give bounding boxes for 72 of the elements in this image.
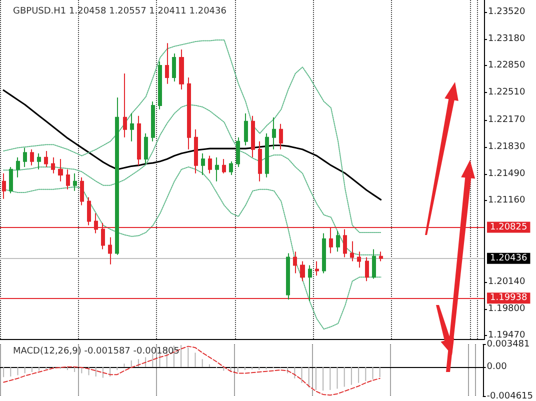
y-tick-label: 1.19470 — [488, 330, 526, 340]
line-series — [3, 346, 380, 396]
candlestick — [51, 156, 55, 174]
y-tick-label: 0.00 — [486, 362, 508, 372]
candlestick — [58, 158, 63, 182]
candlestick — [215, 156, 219, 182]
candlestick — [350, 240, 354, 262]
candlestick — [222, 158, 226, 174]
candlestick — [23, 147, 27, 168]
candlestick — [194, 128, 198, 174]
candlestick — [158, 61, 162, 110]
candlestick — [357, 251, 361, 268]
candlestick — [123, 72, 127, 138]
line-series — [3, 39, 382, 233]
line-series — [3, 104, 382, 256]
candlestick — [73, 172, 77, 192]
candlestick — [258, 140, 262, 182]
candlestick — [379, 251, 383, 262]
candlestick — [165, 42, 169, 84]
candlestick — [9, 166, 13, 194]
candlestick — [229, 160, 233, 176]
line-series — [2, 89, 382, 200]
candlestick — [336, 230, 340, 252]
candlestick — [244, 112, 248, 146]
y-tick-label: 0.003481 — [486, 340, 530, 350]
y-tick-label: 1.20140 — [488, 276, 526, 287]
text: GBPUSD.H1 1.20458 1.20557 1.20411 1.20436 — [13, 6, 227, 16]
candlestick — [187, 76, 191, 150]
candlestick — [172, 53, 176, 82]
ref-line-label: 1.20436 — [490, 253, 528, 264]
candlestick — [208, 155, 212, 174]
candlestick — [251, 115, 255, 158]
y-tick-label: 1.21830 — [488, 142, 526, 152]
candlestick — [179, 49, 184, 90]
candlestick — [300, 260, 305, 282]
y-tick-label: 1.22510 — [488, 88, 526, 98]
candlestick — [372, 248, 376, 280]
candlestick — [293, 251, 297, 274]
candlestick — [286, 252, 290, 300]
candlestick — [265, 132, 269, 178]
candlestick — [2, 172, 6, 200]
y-tick-label: 1.23180 — [488, 34, 526, 44]
candlestick — [115, 96, 119, 256]
line-series — [3, 166, 382, 330]
candlestick — [279, 123, 283, 150]
y-tick-label: 1.21160 — [488, 196, 526, 206]
candlestick — [66, 168, 70, 190]
ref-line-label: 1.20825 — [490, 222, 528, 232]
candlestick — [201, 152, 205, 176]
y-tick-label: 1.23520 — [488, 6, 526, 17]
candlestick — [272, 116, 276, 150]
candlestick — [322, 232, 326, 274]
candlestick — [137, 115, 141, 166]
y-tick-label: 1.22850 — [488, 60, 526, 70]
candlestick — [144, 132, 148, 164]
y-tick-label: 1.21490 — [488, 169, 526, 180]
candlestick — [315, 260, 319, 276]
ref-line-label: 1.19938 — [490, 293, 528, 304]
candlestick — [37, 152, 41, 170]
candlestick — [151, 100, 155, 142]
y-tick-label: -0.004615 — [486, 392, 534, 401]
candlestick — [80, 176, 84, 206]
y-tick-label: 1.19800 — [488, 304, 526, 314]
y-tick-label: 1.22170 — [488, 114, 526, 125]
candlestick — [44, 150, 48, 168]
candlestick — [30, 148, 34, 166]
candlestick — [16, 156, 20, 178]
candlestick — [130, 112, 134, 142]
candlestick — [308, 264, 312, 302]
candlestick — [365, 256, 369, 282]
candlestick — [108, 236, 112, 265]
candlestick — [236, 136, 240, 168]
